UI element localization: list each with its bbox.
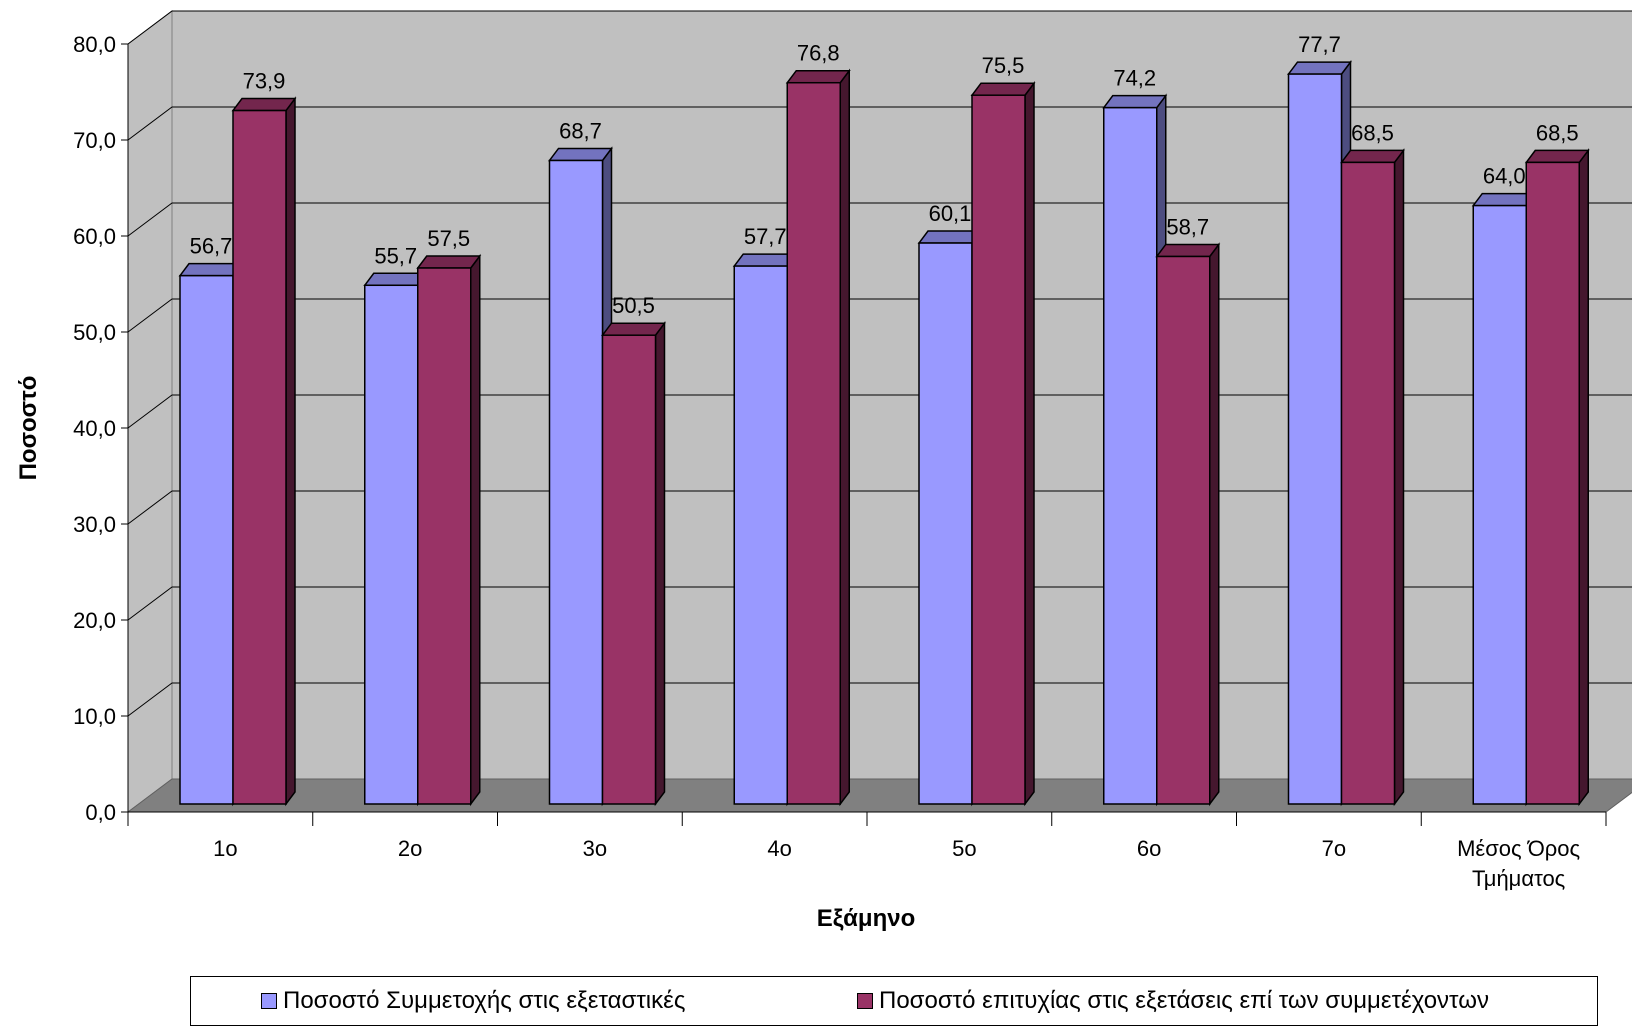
x-category-label: 4ο (767, 836, 791, 861)
x-category-label: 6ο (1137, 836, 1161, 861)
bar-top (1155, 243, 1221, 258)
legend-swatch-success (857, 993, 873, 1009)
data-label: 57,5 (427, 226, 470, 251)
bar-success (1156, 255, 1211, 805)
data-label: 57,7 (744, 224, 787, 249)
bar-success (417, 267, 472, 805)
bar-top (1102, 94, 1168, 109)
gridline (127, 10, 1632, 45)
y-tick-label: 20,0 (73, 608, 116, 633)
data-label: 77,7 (1298, 32, 1341, 57)
x-category-label: 7ο (1322, 836, 1346, 861)
bar-participation (1103, 106, 1158, 805)
bar-side (839, 68, 850, 807)
x-category-label: Μέσος Όρος (1457, 836, 1580, 861)
legend-label-participation: Ποσοστό Συμμετοχής στις εξεταστικές (283, 987, 686, 1014)
bar-side (654, 320, 666, 807)
bar-success (971, 94, 1026, 805)
bar-success (1340, 161, 1396, 805)
y-axis-title: Ποσοστό (15, 376, 42, 481)
bar-top (785, 69, 851, 84)
bar-success (1525, 161, 1580, 805)
bar-participation (1287, 73, 1343, 805)
axes: 0,0 10,0 20,0 30,0 40,0 50,0 60,0 70,0 80,0 1ο 2ο 3… (73, 32, 1607, 891)
y-tick-label: 30,0 (73, 512, 116, 537)
bar-side (1393, 148, 1405, 807)
bar-top (231, 97, 297, 112)
x-category-label: 5ο (952, 836, 976, 861)
bar-side (470, 253, 481, 807)
data-label: 76,8 (797, 41, 840, 66)
bar-side (1209, 242, 1220, 807)
bar-top (970, 82, 1036, 96)
data-labels: 56,7 73,9 55,7 57,5 68,7 50,5 57,7 76,8 60,1 75,5… (190, 32, 1579, 318)
legend-item-participation: Ποσοστό Συμμετοχής στις εξεταστικές (261, 987, 685, 1015)
bar-success (601, 334, 657, 805)
data-label: 73,9 (243, 69, 286, 94)
data-label: 60,1 (929, 201, 972, 226)
bar-participation (364, 284, 419, 805)
bar-side (1578, 148, 1589, 807)
data-label: 75,5 (982, 53, 1025, 78)
bar-participation (548, 159, 604, 805)
x-category-label: 3ο (583, 836, 607, 861)
x-category-label: Τμήματος (1472, 866, 1565, 891)
bar-top (1340, 149, 1405, 164)
data-label: 50,5 (612, 293, 655, 318)
data-label: 56,7 (190, 234, 233, 259)
bar-top (1524, 149, 1590, 164)
bar-top (548, 147, 613, 162)
legend-swatch-participation (261, 993, 277, 1009)
data-label: 55,7 (374, 243, 417, 268)
bar-success (786, 81, 841, 805)
floor (126, 778, 1632, 813)
y-tick-label: 10,0 (73, 704, 116, 729)
x-category-label: 1ο (213, 836, 237, 861)
bar-top (416, 255, 482, 269)
x-category-label: 2ο (398, 836, 422, 861)
bar-participation (733, 265, 788, 805)
bar-participation (918, 242, 973, 805)
bar-success (232, 109, 287, 805)
bar-participation (179, 274, 234, 805)
bar-participation (1472, 204, 1527, 805)
data-label: 74,2 (1113, 66, 1156, 91)
bars (178, 59, 1590, 807)
y-tick-label: 70,0 (73, 128, 116, 153)
data-label: 68,7 (559, 118, 602, 143)
bar-top (1287, 61, 1352, 75)
y-tick-label: 40,0 (73, 416, 116, 441)
bar-side (1024, 80, 1035, 807)
y-tick-label: 50,0 (73, 320, 116, 345)
data-label: 68,5 (1536, 120, 1579, 145)
y-tick-label: 80,0 (73, 32, 116, 57)
data-label: 64,0 (1483, 164, 1526, 189)
x-axis-title: Εξάμηνο (817, 905, 916, 932)
data-label: 58,7 (1166, 214, 1209, 239)
bar-top (601, 322, 666, 336)
chart-wall (126, 10, 1632, 813)
legend-item-success: Ποσοστό επιτυχίας στις εξετάσεις επί των… (857, 987, 1489, 1015)
y-tick-label: 60,0 (73, 224, 116, 249)
legend: Ποσοστό Συμμετοχής στις εξεταστικές Ποσο… (190, 976, 1598, 1026)
bar-side (285, 96, 296, 807)
y-tick-label: 0,0 (85, 800, 116, 825)
data-label: 68,5 (1351, 120, 1394, 145)
legend-label-success: Ποσοστό επιτυχίας στις εξετάσεις επί των… (879, 987, 1489, 1014)
